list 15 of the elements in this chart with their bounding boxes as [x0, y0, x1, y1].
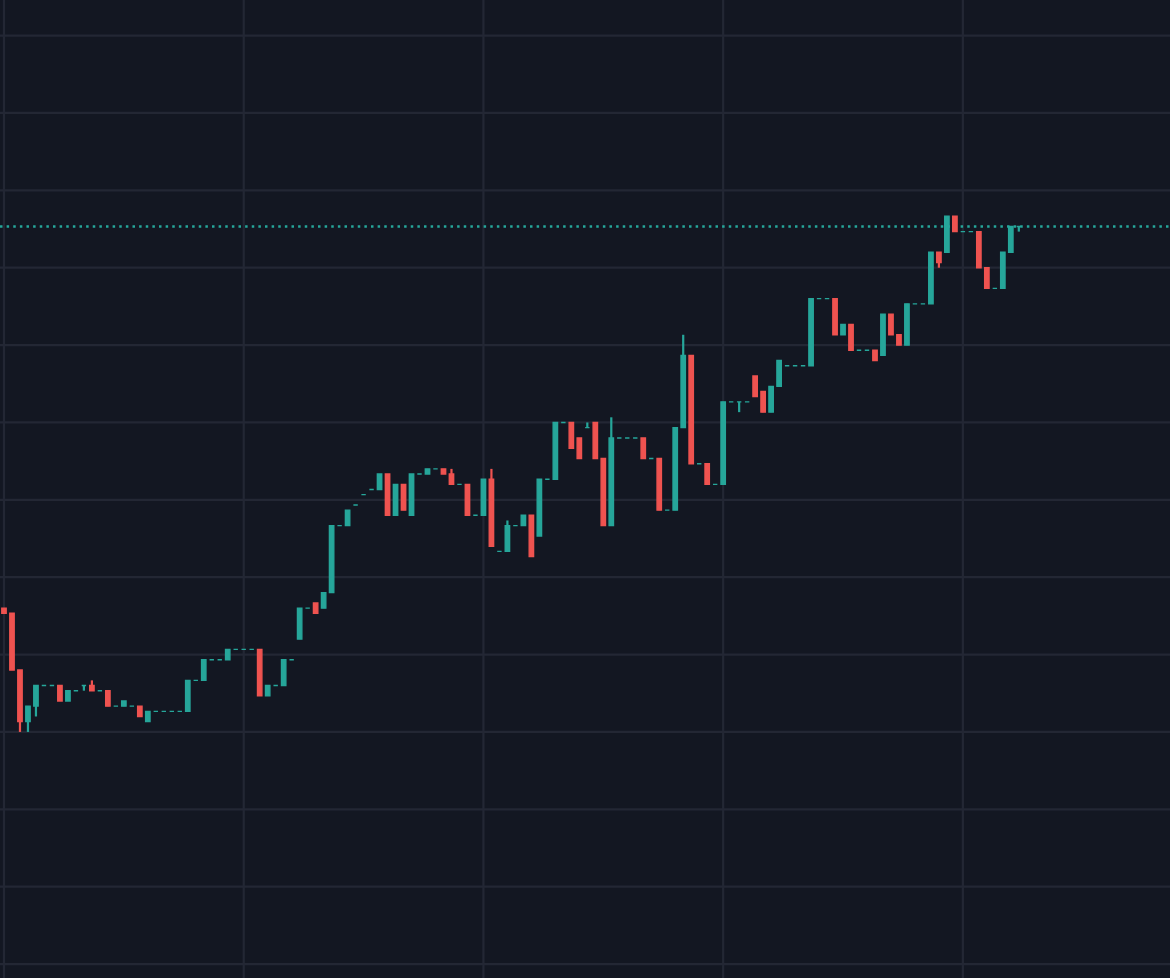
- candlestick: [256, 648, 263, 697]
- candlestick: [640, 437, 647, 460]
- candlestick: [480, 478, 487, 517]
- candlestick: [200, 659, 207, 682]
- candlestick: [464, 483, 471, 517]
- candlestick: [400, 483, 407, 512]
- candlestick: [408, 473, 415, 517]
- candlestick: [528, 514, 535, 558]
- candlestick: [704, 463, 711, 486]
- candlestick: [280, 659, 287, 687]
- candlestick: [296, 607, 303, 640]
- candlestick: [384, 473, 391, 517]
- candlestick: [184, 679, 191, 713]
- candlestick: [392, 483, 399, 517]
- candlestick: [33, 684, 39, 718]
